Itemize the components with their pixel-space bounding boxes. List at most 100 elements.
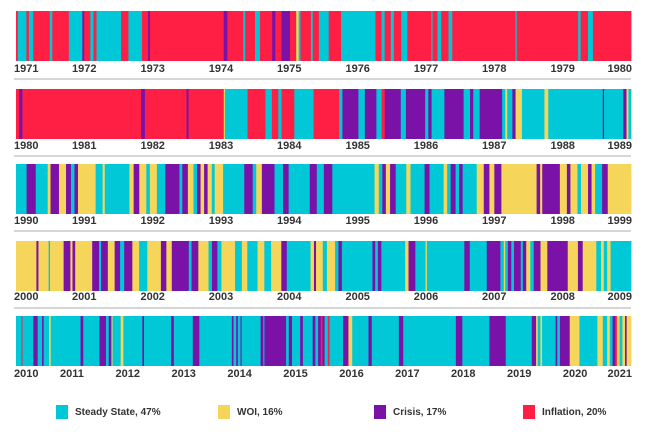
- regime-segment-crisis: [191, 241, 199, 291]
- regime-segment-woi: [567, 241, 579, 291]
- regime-segment-steady-state: [530, 241, 535, 291]
- regime-segment-woi: [207, 164, 213, 214]
- regime-segment-steady-state: [48, 241, 51, 291]
- regime-segment-inflation: [245, 11, 256, 61]
- regime-segment-inflation: [93, 11, 97, 61]
- regime-segment-steady-state: [83, 316, 100, 366]
- regime-segment-steady-state: [520, 241, 524, 291]
- regime-segment-woi: [443, 164, 448, 214]
- regime-segment-crisis: [455, 316, 463, 366]
- regime-segment-crisis: [450, 164, 456, 214]
- regime-segment-crisis: [148, 11, 151, 61]
- year-tick-label: 2002: [140, 291, 164, 303]
- regime-segment-steady-state: [286, 241, 311, 291]
- regime-segment-steady-state: [447, 164, 452, 214]
- regime-segment-crisis: [322, 316, 325, 366]
- regime-segment-woi: [616, 316, 621, 366]
- regime-segment-steady-state: [286, 316, 290, 366]
- regime-segment-crisis: [602, 164, 609, 214]
- regime-segment-crisis: [42, 316, 45, 366]
- regime-segment-woi: [38, 241, 50, 291]
- regime-segment-steady-state: [448, 11, 453, 61]
- regime-segment-woi: [348, 316, 353, 366]
- regime-segment-crisis: [160, 241, 167, 291]
- regime-segment-crisis: [236, 316, 239, 366]
- legend-swatch-inflation: [523, 405, 535, 419]
- regime-segment-woi: [580, 164, 589, 214]
- regime-segment-steady-state: [322, 241, 328, 291]
- regime-segment-crisis: [424, 164, 430, 214]
- regime-segment-crisis: [612, 316, 616, 366]
- regime-segment-inflation: [580, 11, 589, 61]
- year-tick-label: 1974: [209, 63, 234, 75]
- regime-segment-steady-state: [352, 316, 369, 366]
- regime-segment-crisis: [231, 316, 234, 366]
- regime-segment-crisis: [171, 241, 190, 291]
- regime-segment-crisis: [171, 316, 175, 366]
- regime-segment-woi: [223, 89, 226, 139]
- regime-segment-inflation: [281, 89, 295, 139]
- year-tick-label: 2018: [451, 368, 475, 380]
- year-tick-label: 1977: [414, 63, 438, 75]
- regime-segment-inflation: [16, 11, 19, 61]
- regime-segment-woi: [129, 164, 135, 214]
- regime-segment-crisis: [142, 316, 145, 366]
- regime-segment-steady-state: [16, 164, 27, 214]
- regime-segment-steady-state: [143, 316, 172, 366]
- regime-segment-steady-state: [507, 89, 513, 139]
- year-tick-label: 1999: [608, 215, 632, 227]
- regime-segment-crisis: [398, 316, 404, 366]
- regime-segment-steady-state: [211, 164, 216, 214]
- regime-segment-crisis: [542, 164, 561, 214]
- regime-segment-inflation: [323, 89, 340, 139]
- regime-segment-crisis: [264, 316, 287, 366]
- regime-segment-crisis: [559, 316, 571, 366]
- regime-segment-steady-state: [316, 164, 325, 214]
- regime-segment-woi: [374, 164, 380, 214]
- regime-segment-steady-state: [264, 241, 272, 291]
- regime-segment-inflation: [615, 316, 618, 366]
- regime-segment-crisis: [625, 316, 628, 366]
- regime-segment-steady-state: [542, 316, 557, 366]
- regime-segment-crisis: [384, 89, 402, 139]
- regime-segment-woi: [591, 164, 596, 214]
- regime-segment-steady-state: [318, 11, 330, 61]
- regime-segment-woi: [559, 164, 568, 214]
- regime-segment-inflation: [52, 11, 70, 61]
- regime-segment-steady-state: [188, 241, 192, 291]
- regime-segment-woi: [385, 164, 391, 214]
- year-tick-label: 2021: [608, 368, 632, 380]
- regime-segment-steady-state: [310, 11, 314, 61]
- regime-segment-steady-state: [134, 11, 143, 61]
- regime-segment-crisis: [114, 241, 121, 291]
- regime-segment-crisis: [66, 164, 72, 214]
- year-tick-label: 1993: [209, 215, 233, 227]
- year-tick-label: 2003: [209, 291, 233, 303]
- regime-segment-woi: [626, 89, 629, 139]
- regime-segment-steady-state: [332, 164, 375, 214]
- regime-segment-woi: [310, 241, 315, 291]
- regime-segment-steady-state: [28, 11, 34, 61]
- regime-segment-steady-state: [265, 89, 273, 139]
- regime-segment-steady-state: [329, 316, 344, 366]
- regime-segment-woi: [501, 164, 537, 214]
- year-tick-label: 2017: [395, 368, 419, 380]
- regime-segment-woi: [406, 164, 411, 214]
- regime-segment-steady-state: [96, 11, 122, 61]
- regime-segment-inflation: [328, 11, 342, 61]
- regime-segment-steady-state: [99, 241, 102, 291]
- year-tick-label: 1997: [482, 215, 506, 227]
- regime-segment-inflation: [384, 11, 392, 61]
- regime-segment-woi: [187, 164, 194, 214]
- regime-segment-woi: [16, 241, 37, 291]
- regime-segment-crisis: [555, 316, 558, 366]
- regime-segment-inflation: [21, 316, 23, 366]
- regime-segment-inflation: [26, 11, 30, 61]
- timeline-row-1990-1999: 1990 1991 1992 1993 1994 1995 1996 1997 1998 1999: [14, 164, 632, 232]
- legend-item-steady-state: Steady State, 47%: [56, 405, 161, 419]
- year-tick-label: 2000: [14, 291, 38, 303]
- regime-segment-crisis: [26, 164, 37, 214]
- regime-segment-crisis: [531, 316, 537, 366]
- timeline-row-1980-1989: 1980 1981 1982 1983 1984 1985 1986 1987 1988 1989: [14, 89, 632, 157]
- regime-segment-woi: [607, 241, 611, 291]
